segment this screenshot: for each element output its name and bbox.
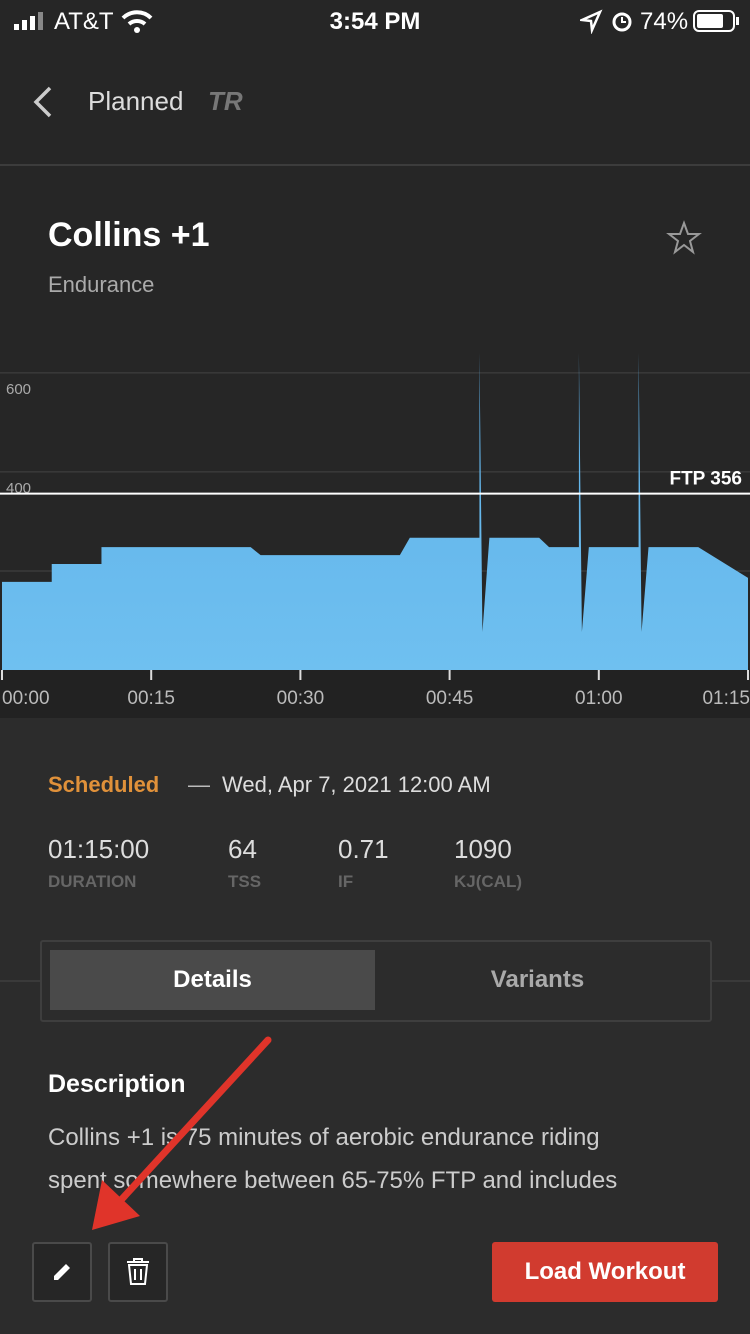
favorite-star[interactable] bbox=[666, 220, 702, 256]
schedule-date: Wed, Apr 7, 2021 12:00 AM bbox=[222, 772, 491, 797]
workout-title: Collins +1 bbox=[48, 216, 210, 254]
header-title: Planned bbox=[88, 86, 184, 116]
stat-label: IF bbox=[338, 872, 354, 891]
clock: 3:54 PM bbox=[329, 8, 421, 35]
signal-icon bbox=[14, 12, 43, 30]
x-tick-label: 00:45 bbox=[426, 688, 474, 709]
delete-button[interactable] bbox=[108, 1242, 168, 1302]
carrier: AT&T bbox=[54, 8, 114, 35]
wifi-icon bbox=[121, 10, 153, 33]
schedule-separator: — bbox=[188, 772, 210, 797]
tab-active[interactable]: Details bbox=[50, 950, 375, 1010]
x-tick-label: 01:15 bbox=[702, 688, 750, 709]
load-workout-button[interactable]: Load Workout bbox=[492, 1242, 718, 1302]
stat-label: KJ(CAL) bbox=[454, 872, 522, 891]
x-tick-label: 01:00 bbox=[575, 688, 623, 709]
stat-value: 01:15:00 bbox=[48, 834, 150, 864]
stat-value: 0.71 bbox=[338, 834, 389, 864]
edit-button[interactable] bbox=[32, 1242, 92, 1302]
workout-chart: 20040060000:0000:1500:3000:4501:0001:15F… bbox=[0, 353, 750, 718]
description-heading: Description bbox=[48, 1070, 186, 1098]
x-tick-label: 00:00 bbox=[2, 688, 50, 709]
x-tick-label: 00:30 bbox=[277, 688, 325, 709]
battery-icon bbox=[693, 10, 739, 32]
annotation-arrow bbox=[92, 1036, 272, 1230]
x-tick-label: 00:15 bbox=[127, 688, 175, 709]
logo: TR bbox=[208, 86, 243, 116]
axis-band bbox=[0, 670, 750, 718]
workout-category: Endurance bbox=[48, 272, 155, 297]
divider bbox=[0, 164, 750, 166]
ftp-label: FTP 356 bbox=[669, 469, 742, 490]
stat-value: 64 bbox=[228, 834, 257, 864]
stat-value: 1090 bbox=[454, 834, 512, 864]
y-tick-label: 600 bbox=[6, 381, 31, 398]
status-icons bbox=[580, 9, 632, 34]
tab[interactable]: Variants bbox=[490, 966, 585, 993]
stat-label: DURATION bbox=[48, 872, 137, 891]
schedule-status: Scheduled bbox=[48, 772, 160, 797]
stat-label: TSS bbox=[228, 872, 262, 891]
power-area bbox=[2, 353, 748, 670]
y-tick-label: 400 bbox=[6, 480, 31, 497]
back-button[interactable] bbox=[30, 84, 60, 120]
description-line: Collins +1 is 75 minutes of aerobic endu… bbox=[48, 1124, 600, 1151]
battery-percent: 74% bbox=[640, 8, 689, 35]
